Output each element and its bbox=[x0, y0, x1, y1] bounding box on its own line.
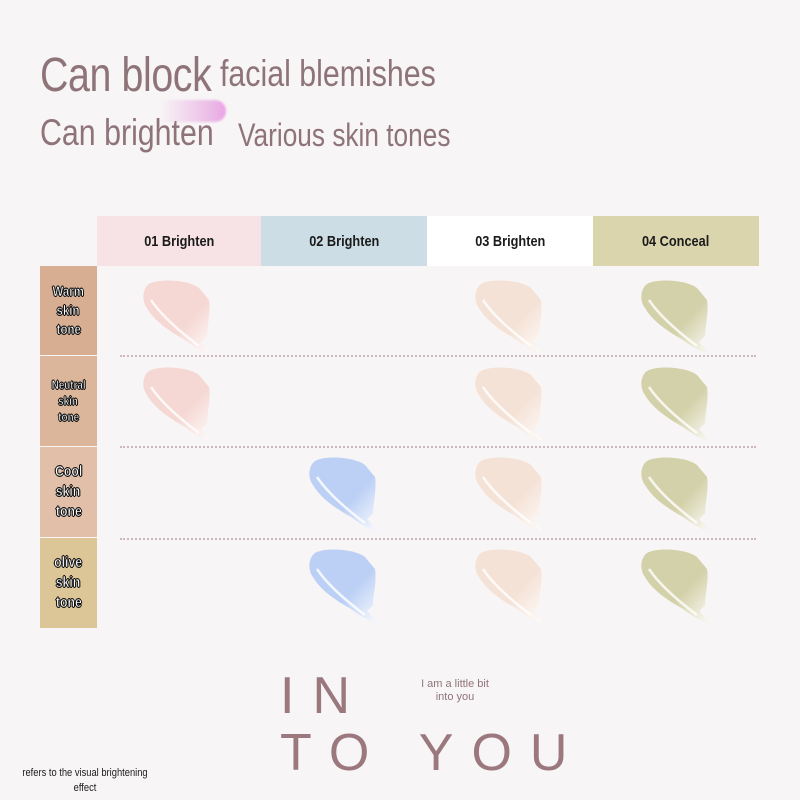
swatch-green bbox=[641, 457, 709, 531]
swatch-green bbox=[641, 549, 709, 623]
column-header-01-brighten: 01 Brighten bbox=[97, 216, 261, 266]
headline-can-brighten: Can brighten bbox=[40, 112, 214, 153]
row-label-cool: Cool skin tone bbox=[40, 447, 97, 537]
row-label-line: Warm bbox=[52, 283, 85, 300]
brand-title-line2: TO YOU bbox=[280, 724, 586, 782]
swatch-cream bbox=[475, 457, 543, 531]
row-label-line: Cool bbox=[54, 462, 83, 480]
footnote-line: effect bbox=[73, 782, 97, 795]
footnote: refers to the visual brightening effect bbox=[21, 766, 149, 797]
swatch-green bbox=[641, 280, 709, 354]
swatch-blue bbox=[309, 549, 377, 623]
row-label-line: skin bbox=[56, 482, 81, 501]
column-header-03-brighten: 03 Brighten bbox=[427, 216, 593, 266]
column-header-02-brighten: 02 Brighten bbox=[261, 216, 427, 266]
row-label-line: skin bbox=[56, 573, 81, 592]
column-label: 04 Conceal bbox=[642, 232, 710, 250]
column-label: 01 Brighten bbox=[143, 232, 215, 250]
column-label: 02 Brighten bbox=[308, 232, 380, 250]
row-divider bbox=[120, 446, 756, 448]
row-label-line: olive bbox=[54, 553, 83, 571]
footnote-line: refers to the visual brightening bbox=[22, 767, 148, 779]
column-header-04-conceal: 04 Conceal bbox=[593, 216, 759, 266]
row-divider bbox=[120, 538, 756, 540]
row-label-olive: olive skin tone bbox=[40, 538, 97, 628]
swatch-cream bbox=[475, 280, 543, 354]
swatch-blue bbox=[309, 457, 377, 531]
row-label-line: tone bbox=[55, 503, 82, 521]
row-label-line: skin bbox=[57, 302, 80, 319]
swatch-pink bbox=[143, 280, 211, 354]
tagline-line: into you bbox=[435, 691, 475, 704]
tagline-line: I am a little bit bbox=[421, 678, 489, 690]
column-label: 03 Brighten bbox=[474, 232, 546, 250]
row-label-line: skin bbox=[58, 393, 79, 409]
brand-title-line1: IN bbox=[280, 667, 368, 725]
row-label-line: Neutral bbox=[51, 377, 86, 392]
pink-flare-decoration bbox=[160, 100, 226, 122]
headline-facial-blemishes: facial blemishes bbox=[220, 53, 436, 94]
swatch-cream bbox=[475, 549, 543, 623]
swatch-green bbox=[641, 367, 709, 441]
row-label-line: tone bbox=[58, 410, 79, 425]
row-label-neutral: Neutral skin tone bbox=[40, 356, 97, 446]
swatch-cream bbox=[475, 367, 543, 441]
swatch-pink bbox=[143, 367, 211, 441]
row-label-warm: Warm skin tone bbox=[40, 266, 97, 355]
headline-can-block: Can block bbox=[40, 49, 212, 102]
row-divider bbox=[120, 355, 756, 357]
headline-various-skin-tones: Various skin tones bbox=[238, 117, 451, 153]
row-label-line: tone bbox=[56, 320, 81, 338]
tagline: I am a little bit into you bbox=[410, 678, 500, 704]
row-label-line: tone bbox=[55, 594, 82, 612]
